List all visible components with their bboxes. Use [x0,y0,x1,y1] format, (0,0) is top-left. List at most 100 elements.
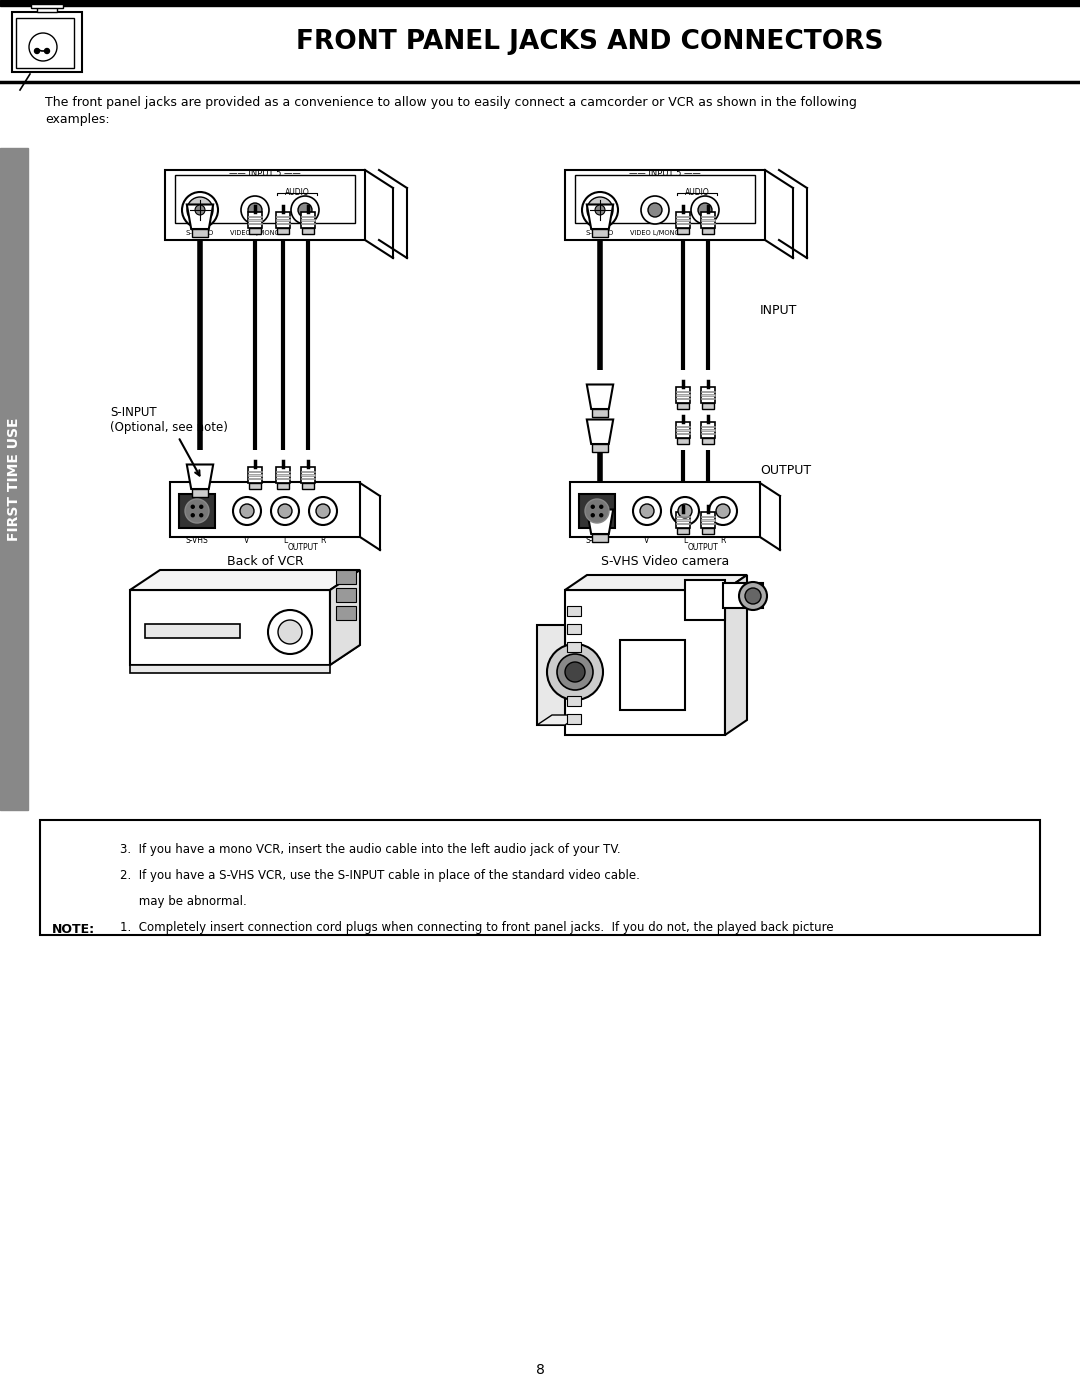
Bar [676,394,690,395]
Circle shape [739,583,767,610]
Bar [677,528,689,535]
Bar [301,471,315,472]
Bar [567,714,581,724]
Bar [575,175,755,224]
Circle shape [633,497,661,525]
Circle shape [671,497,699,525]
Bar [592,534,608,542]
Polygon shape [586,510,613,534]
Bar [676,398,690,400]
Circle shape [708,497,737,525]
Bar [276,467,291,483]
Text: —— INPUT 5 ——: —— INPUT 5 —— [630,169,701,177]
Circle shape [546,644,603,700]
Bar [565,590,725,735]
Text: Back of VCR: Back of VCR [227,555,303,569]
Circle shape [29,34,57,61]
Text: may be abnormal.: may be abnormal. [120,895,246,908]
Bar [276,471,291,472]
Circle shape [582,191,618,228]
Circle shape [298,203,312,217]
Bar [248,215,262,218]
Bar [301,215,315,218]
Bar [31,4,63,8]
Circle shape [241,196,269,224]
Bar [537,624,565,725]
Circle shape [599,506,603,509]
Bar [336,606,356,620]
Bar [592,444,608,453]
Bar [248,467,262,483]
Polygon shape [586,204,613,229]
Bar [570,482,760,536]
Bar [676,515,690,517]
Bar [0,0,1080,6]
Text: R: R [321,536,326,545]
Circle shape [716,504,730,518]
Bar [676,219,690,221]
Bar [248,219,262,221]
Circle shape [191,506,194,509]
Circle shape [648,203,662,217]
Polygon shape [725,576,747,735]
Text: FIRST TIME USE: FIRST TIME USE [6,418,21,541]
Text: NOTE:: NOTE: [52,923,95,936]
Bar [701,511,715,528]
Bar [130,665,330,673]
Bar [276,474,291,476]
Bar [701,522,715,524]
Circle shape [278,504,292,518]
Bar [701,391,715,393]
Bar [165,170,365,240]
Circle shape [591,514,594,517]
Bar [248,222,262,224]
Circle shape [588,197,613,224]
Text: R: R [302,231,308,236]
Text: examples:: examples: [45,113,110,126]
Bar [676,426,690,427]
Circle shape [278,620,302,644]
Bar [701,433,715,434]
Bar [567,678,581,687]
Text: —— INPUT 5 ——: —— INPUT 5 —— [229,169,301,177]
Text: V: V [645,536,650,545]
Bar [567,606,581,616]
Polygon shape [330,570,360,665]
Bar [192,229,207,237]
Circle shape [640,504,654,518]
Text: AUDIO: AUDIO [285,189,309,197]
Bar [12,13,82,73]
Text: S-VIDEO: S-VIDEO [585,231,615,236]
Bar [301,478,315,479]
Circle shape [291,196,319,224]
Bar [170,482,360,536]
Bar [37,4,57,13]
Circle shape [642,196,669,224]
Circle shape [565,662,585,682]
Bar [301,228,314,235]
Circle shape [678,504,692,518]
Bar [701,211,715,228]
Bar [276,222,291,224]
Bar [701,222,715,224]
Text: R: R [720,536,726,545]
Circle shape [248,203,262,217]
Circle shape [183,191,218,228]
Bar [276,211,291,228]
Bar [677,404,689,409]
Bar [179,495,215,528]
Bar [701,515,715,517]
Bar [701,426,715,427]
Circle shape [200,514,203,517]
Bar [248,228,261,235]
Bar [677,439,689,444]
Bar [40,820,1040,935]
Bar [702,404,714,409]
Text: INPUT: INPUT [760,303,797,317]
Circle shape [195,205,205,215]
Text: OUTPUT: OUTPUT [760,464,811,476]
Text: S-VHS: S-VHS [186,536,208,545]
Polygon shape [586,384,613,409]
Bar [701,520,715,521]
Bar [676,215,690,218]
